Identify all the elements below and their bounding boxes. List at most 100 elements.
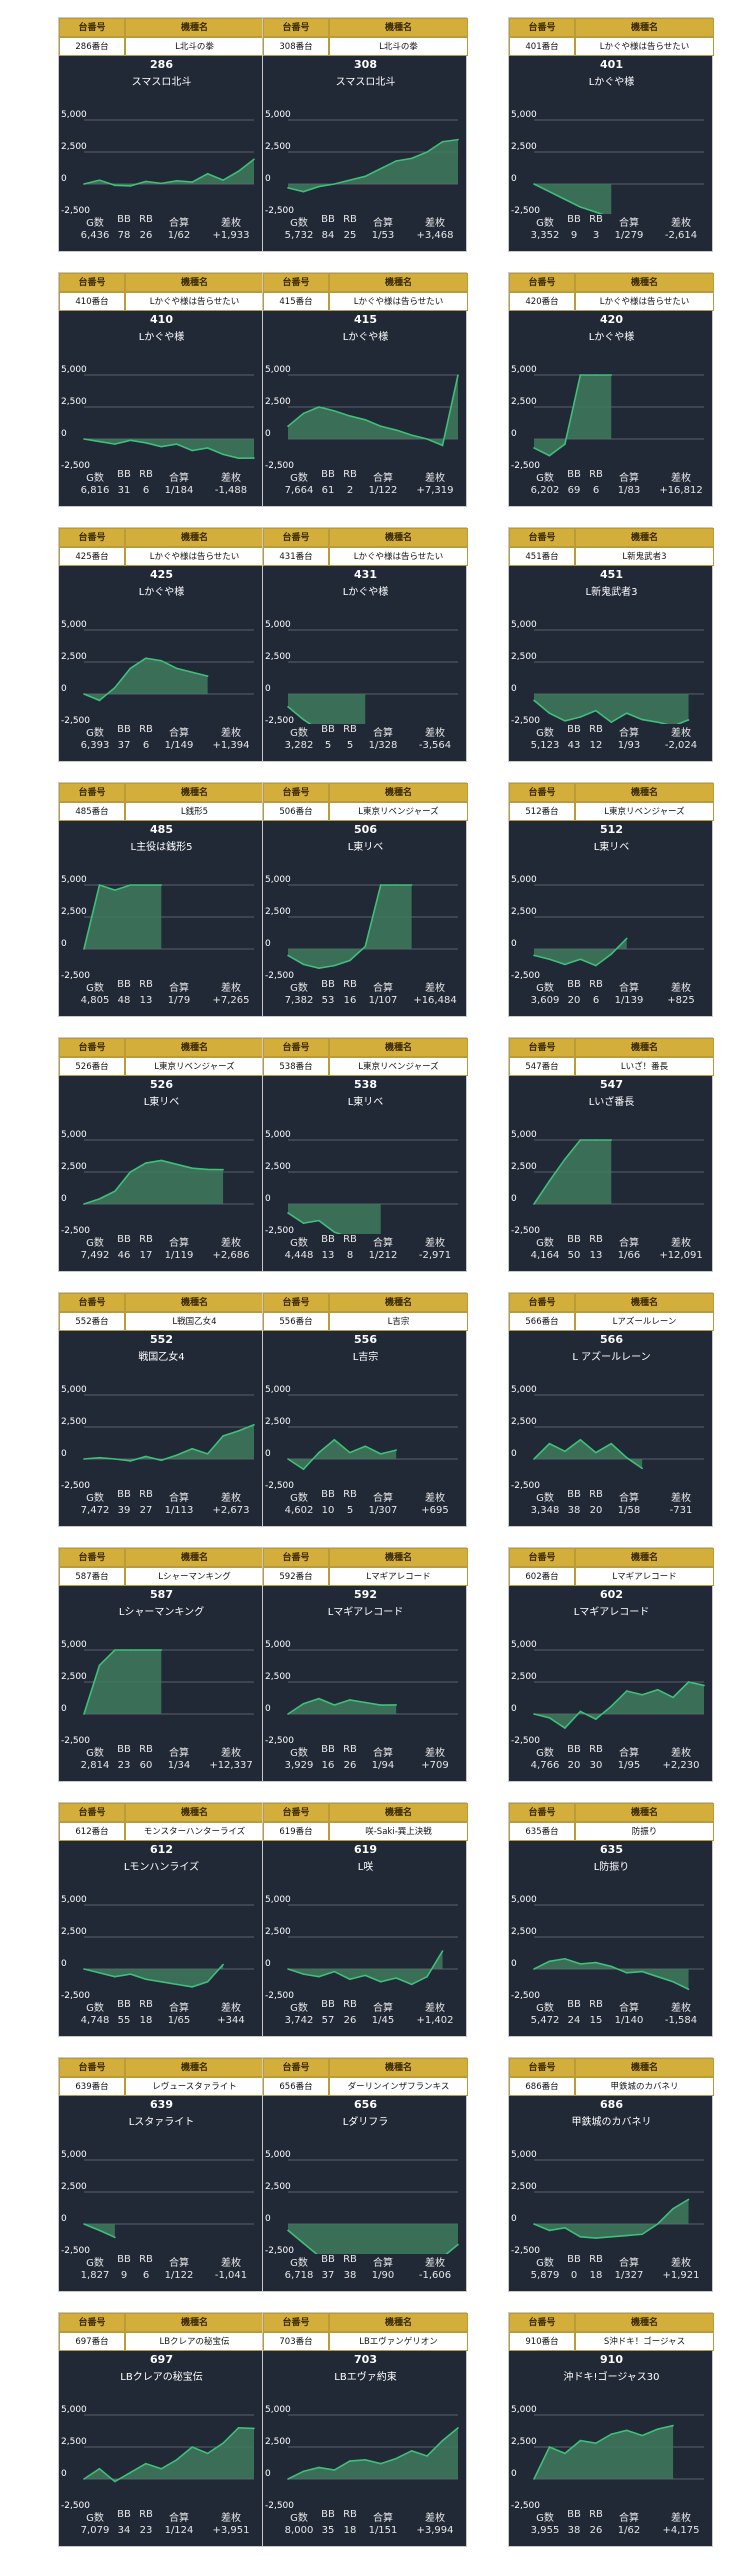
machine-name[interactable]: Lマギアレコード [575,1567,714,1586]
machine-card[interactable]: 台番号 機種名 552番台 L戦国乙女4 552 戦国乙女4 5,000 2,500 0 -2,5… [58,1292,264,1527]
machine-name[interactable]: Lかぐや様は告らせたい [575,37,714,56]
machine-id[interactable]: 547番台 [509,1057,575,1076]
machine-card[interactable]: 台番号 機種名 547番台 Lいざ！番長 547 Lいざ番長 5,000 2,500 0 -2,5… [508,1037,714,1272]
machine-card[interactable]: 台番号 機種名 526番台 L東京リベンジャーズ 526 L東リベ 5,000 2,500 0 -… [58,1037,264,1272]
machine-card[interactable]: 台番号 機種名 485番台 L銭形5 485 L主役は銭形5 5,000 2,500 0 -2,5… [58,782,264,1017]
machine-name[interactable]: L新鬼武者3 [575,547,714,566]
machine-card[interactable]: 台番号 機種名 686番台 甲鉄城のカバネリ 686 甲鉄城のカバネリ 5,000 2,500… [508,2057,714,2292]
machine-id[interactable]: 686番台 [509,2077,575,2096]
machine-id[interactable]: 910番台 [509,2332,575,2351]
machine-id[interactable]: 431番台 [263,547,329,566]
stat-value-samai: -2,024 [664,740,698,751]
machine-name[interactable]: L北斗の拳 [329,37,468,56]
machine-id[interactable]: 410番台 [59,292,125,311]
machine-id[interactable]: 425番台 [59,547,125,566]
machine-card[interactable]: 台番号 機種名 910番台 S沖ドキ！ゴージャス 910 沖ドキ!ゴージャス30 5,000… [508,2312,714,2547]
machine-card[interactable]: 台番号 機種名 420番台 Lかぐや様は告らせたい 420 Lかぐや様 5,000 2,500… [508,272,714,507]
y-tick-label: -2,500 [61,716,90,724]
machine-card[interactable]: 台番号 機種名 619番台 咲-Saki-巽上決戦 619 L咲 5,000 2,500 0 -2… [262,1802,468,2037]
machine-number: 587 [150,1588,173,1601]
machine-card[interactable]: 台番号 機種名 703番台 LBエヴァンゲリオン 703 LBエヴァ約束 5,000 2,50… [262,2312,468,2547]
machine-id[interactable]: 420番台 [509,292,575,311]
machine-card[interactable]: 台番号 機種名 639番台 レヴュースタァライト 639 Lスタァライト 5,000 2,50… [58,2057,264,2292]
machine-name[interactable]: レヴュースタァライト [125,2077,264,2096]
machine-card[interactable]: 台番号 機種名 587番台 Lシャーマンキング 587 Lシャーマンキング 5,000 2,5… [58,1547,264,1782]
machine-card[interactable]: 台番号 機種名 401番台 Lかぐや様は告らせたい 401 Lかぐや様 5,000 2,500… [508,17,714,252]
machine-name[interactable]: Lいざ！番長 [575,1057,714,1076]
machine-name[interactable]: 咲-Saki-巽上決戦 [329,1822,468,1841]
machine-number: 526 [150,1078,173,1091]
machine-name[interactable]: S沖ドキ！ゴージャス [575,2332,714,2351]
machine-card[interactable]: 台番号 機種名 538番台 L東京リベンジャーズ 538 L東リベ 5,000 2,500 0 -… [262,1037,468,1272]
name-header: 機種名 [125,2313,264,2332]
machine-id[interactable]: 703番台 [263,2332,329,2351]
machine-id[interactable]: 538番台 [263,1057,329,1076]
machine-name[interactable]: Lかぐや様は告らせたい [329,292,468,311]
machine-id[interactable]: 552番台 [59,1312,125,1331]
stat-label-g: G数 [86,1748,104,1759]
machine-name[interactable]: Lアズールレーン [575,1312,714,1331]
samai-point [533,699,535,702]
samai-point [533,1713,535,1715]
machine-number: 425 [150,568,173,581]
samai-point [253,158,255,161]
machine-name[interactable]: 甲鉄城のカバネリ [575,2077,714,2096]
machine-card[interactable]: 台番号 機種名 635番台 防振り 635 L防振り 5,000 2,500 0 -2,500 G数… [508,1802,714,2037]
machine-card[interactable]: 台番号 機種名 697番台 LBクレアの秘宝伝 697 LBクレアの秘宝伝 5,000 2,5… [58,2312,264,2547]
machine-name[interactable]: L戦国乙女4 [125,1312,264,1331]
machine-card[interactable]: 台番号 機種名 410番台 Lかぐや様は告らせたい 410 Lかぐや様 5,000 2,500… [58,272,264,507]
machine-id[interactable]: 587番台 [59,1567,125,1586]
machine-card[interactable]: 台番号 機種名 566番台 Lアズールレーン 566 L アズールレーン 5,000 2,50… [508,1292,714,1527]
machine-id[interactable]: 451番台 [509,547,575,566]
machine-card[interactable]: 台番号 機種名 592番台 Lマギアレコード 592 Lマギアレコード 5,000 2,500… [262,1547,468,1782]
machine-name[interactable]: L東京リベンジャーズ [329,802,468,821]
machine-id[interactable]: 619番台 [263,1822,329,1841]
samai-point [160,1981,163,1983]
machine-id[interactable]: 656番台 [263,2077,329,2096]
machine-card[interactable]: 台番号 機種名 431番台 Lかぐや様は告らせたい 431 Lかぐや様 5,000 2,500… [262,527,468,762]
machine-id[interactable]: 592番台 [263,1567,329,1586]
machine-card[interactable]: 台番号 機種名 308番台 L北斗の拳 308 スマスロ北斗 5,000 2,500 0 -2,5… [262,17,468,252]
machine-name[interactable]: Lマギアレコード [329,1567,468,1586]
machine-id[interactable]: 506番台 [263,802,329,821]
machine-id[interactable]: 602番台 [509,1567,575,1586]
machine-name[interactable]: Lかぐや様は告らせたい [575,292,714,311]
machine-card[interactable]: 台番号 機種名 602番台 Lマギアレコード 602 Lマギアレコード 5,000 2,500… [508,1547,714,1782]
machine-name[interactable]: モンスターハンターライズ [125,1822,264,1841]
stat-label-rb: RB [343,1234,357,1245]
y-tick-label: 2,500 [265,1927,291,1937]
machine-card[interactable]: 台番号 機種名 556番台 L吉宗 556 L吉宗 5,000 2,500 0 -2,500 G数 4… [262,1292,468,1527]
machine-card[interactable]: 台番号 機種名 512番台 L東京リベンジャーズ 512 L東リベ 5,000 2,500 0 -… [508,782,714,1017]
machine-name[interactable]: Lかぐや様は告らせたい [329,547,468,566]
samai-point [364,419,367,421]
machine-name[interactable]: 防振り [575,1822,714,1841]
machine-name[interactable]: LBエヴァンゲリオン [329,2332,468,2351]
machine-id[interactable]: 566番台 [509,1312,575,1331]
machine-id[interactable]: 415番台 [263,292,329,311]
machine-id[interactable]: 512番台 [509,802,575,821]
machine-card[interactable]: 台番号 機種名 451番台 L新鬼武者3 451 L新鬼武者3 5,000 2,500 0 -2,… [508,527,714,762]
machine-card[interactable]: 台番号 機種名 656番台 ダーリンインザフランキス 656 Lダリフラ 5,000 2,50… [262,2057,468,2292]
machine-name[interactable]: Lかぐや様は告らせたい [125,292,264,311]
machine-card[interactable]: 台番号 機種名 506番台 L東京リベンジャーズ 506 L東リベ 5,000 2,500 0 -… [262,782,468,1017]
machine-id[interactable]: 697番台 [59,2332,125,2351]
machine-id[interactable]: 485番台 [59,802,125,821]
machine-id[interactable]: 401番台 [509,37,575,56]
machine-id[interactable]: 556番台 [263,1312,329,1331]
machine-name[interactable]: L東京リベンジャーズ [575,802,714,821]
machine-id[interactable]: 635番台 [509,1822,575,1841]
machine-card[interactable]: 台番号 機種名 415番台 Lかぐや様は告らせたい 415 Lかぐや様 5,000 2,500… [262,272,468,507]
machine-id[interactable]: 612番台 [59,1822,125,1841]
machine-name[interactable]: L吉宗 [329,1312,468,1331]
machine-name[interactable]: ダーリンインザフランキス [329,2077,468,2096]
machine-name[interactable]: L東京リベンジャーズ [329,1057,468,1076]
machine-id[interactable]: 639番台 [59,2077,125,2096]
machine-card[interactable]: 台番号 機種名 612番台 モンスターハンターライズ 612 Lモンハンライズ 5,000 2… [58,1802,264,2037]
machine-name[interactable]: L北斗の拳 [125,37,264,56]
machine-id[interactable]: 308番台 [263,37,329,56]
machine-id[interactable]: 526番台 [59,1057,125,1076]
samai-point [533,2223,535,2225]
machine-id[interactable]: 286番台 [59,37,125,56]
machine-card[interactable]: 台番号 機種名 425番台 Lかぐや様は告らせたい 425 Lかぐや様 5,000 2,500… [58,527,264,762]
machine-card[interactable]: 台番号 機種名 286番台 L北斗の拳 286 スマスロ北斗 5,000 2,500 0 -2,5… [58,17,264,252]
